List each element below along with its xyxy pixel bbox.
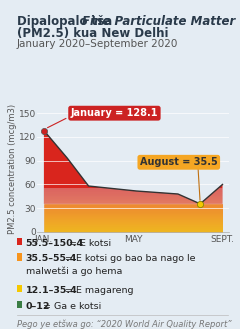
Text: January 2020–September 2020: January 2020–September 2020 — [17, 39, 178, 49]
Text: Fine Particulate Matter: Fine Particulate Matter — [82, 15, 235, 28]
Text: August = 35.5: August = 35.5 — [140, 157, 218, 167]
Text: = Ga e kotsi: = Ga e kotsi — [43, 302, 101, 311]
Y-axis label: PM2.5 concentration (mcg/m3): PM2.5 concentration (mcg/m3) — [8, 104, 17, 234]
Text: 0–12: 0–12 — [26, 302, 50, 311]
Text: 35.5–55.4: 35.5–55.4 — [26, 254, 77, 263]
Text: January = 128.1: January = 128.1 — [71, 108, 158, 118]
Text: = E kotsi: = E kotsi — [69, 239, 111, 247]
Text: 55.5–150.4: 55.5–150.4 — [26, 239, 84, 247]
Text: malwetši a go hema: malwetši a go hema — [26, 266, 122, 276]
Text: (PM2.5) kua New Delhi: (PM2.5) kua New Delhi — [17, 27, 168, 40]
Text: Pego ye etšwa go: “2020 World Air Quality Report”: Pego ye etšwa go: “2020 World Air Qualit… — [17, 320, 231, 329]
Text: Dipalopalo tša: Dipalopalo tša — [17, 15, 116, 28]
Text: = E kotsi go bao ba nago le: = E kotsi go bao ba nago le — [65, 254, 195, 263]
Text: 12.1–35.4: 12.1–35.4 — [26, 286, 78, 295]
Text: = E magareng: = E magareng — [65, 286, 133, 295]
